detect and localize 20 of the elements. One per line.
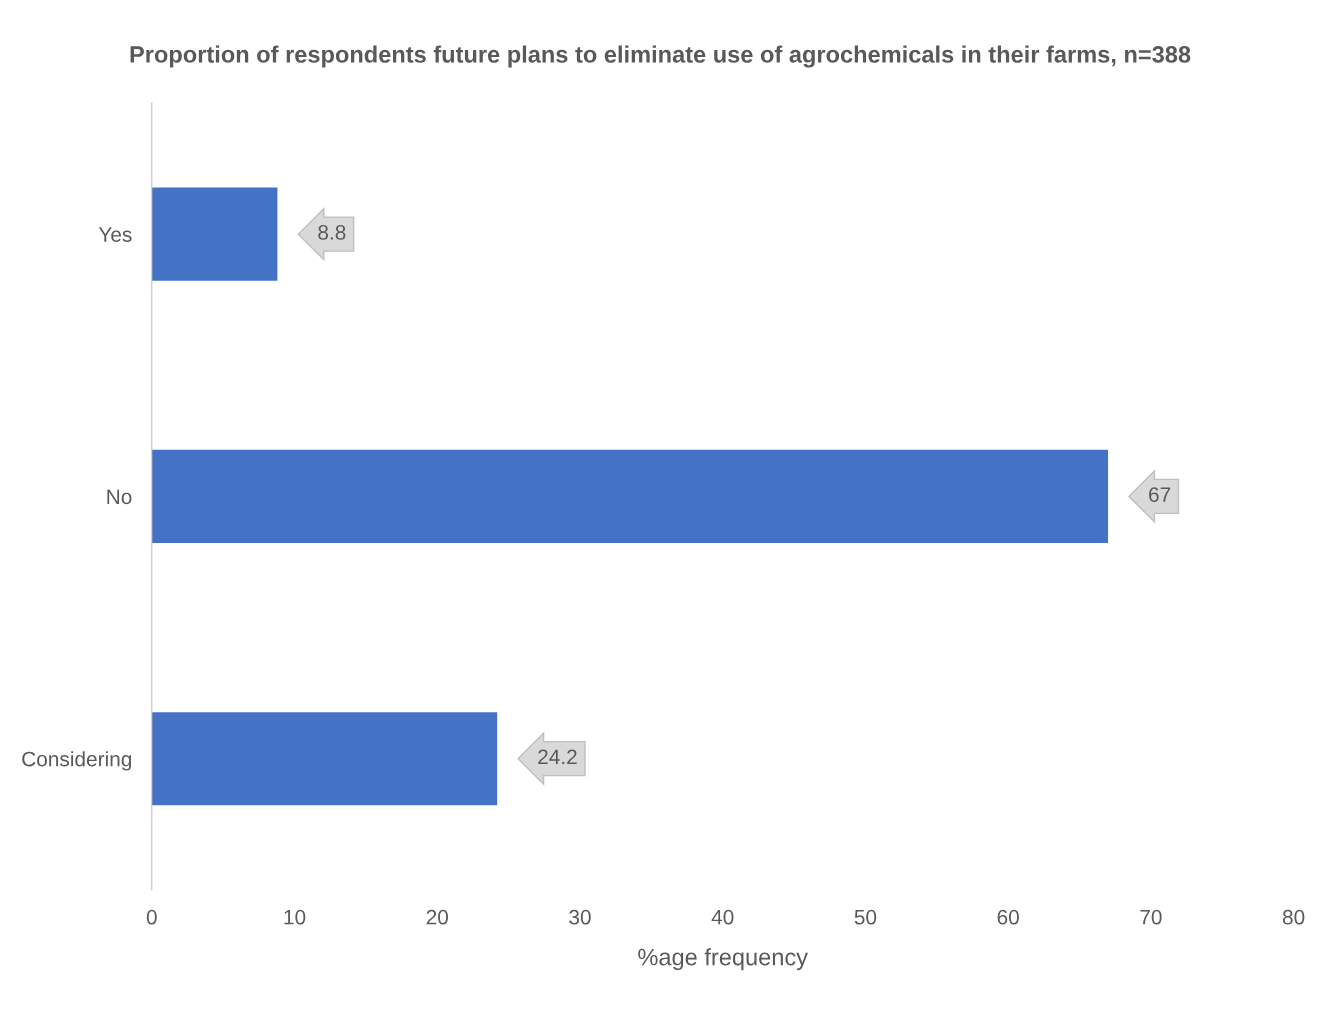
bar	[151, 449, 1109, 543]
x-tick-label: 80	[1282, 909, 1305, 925]
x-tick-label: 70	[1140, 909, 1162, 925]
x-tick-label: 50	[854, 909, 877, 925]
x-tick-label: 10	[284, 909, 306, 925]
y-tick-label: No	[107, 489, 132, 505]
x-axis-title: %age frequency	[638, 948, 808, 971]
x-tick-label: 0	[146, 909, 157, 925]
x-tick-label: 40	[711, 909, 734, 925]
x-tick-label: 60	[997, 909, 1019, 925]
y-tick-label: Yes	[98, 227, 132, 242]
data-label: 24.2	[538, 749, 577, 765]
bar	[151, 712, 498, 806]
data-label: 67	[1149, 487, 1171, 503]
data-label: 8.8	[318, 224, 346, 240]
bar	[151, 187, 278, 281]
x-tick-label: 20	[426, 909, 449, 925]
x-tick-label: 30	[569, 909, 591, 925]
y-tick-label: Considering	[22, 751, 132, 771]
chart-title: Proportion of respondents future plans to eliminate use of agrochemicals in their farms, n=388	[130, 45, 1191, 68]
